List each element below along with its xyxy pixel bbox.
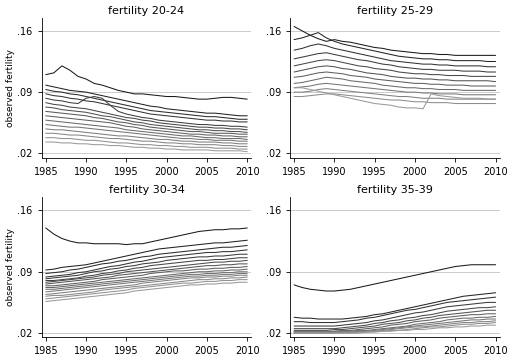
Title: fertility 30-34: fertility 30-34 [108,185,185,195]
Title: fertility 35-39: fertility 35-39 [357,185,433,195]
Title: fertility 25-29: fertility 25-29 [357,5,433,16]
Y-axis label: observed fertility: observed fertility [6,49,14,127]
Y-axis label: observed fertility: observed fertility [6,228,14,306]
Title: fertility 20-24: fertility 20-24 [108,5,185,16]
